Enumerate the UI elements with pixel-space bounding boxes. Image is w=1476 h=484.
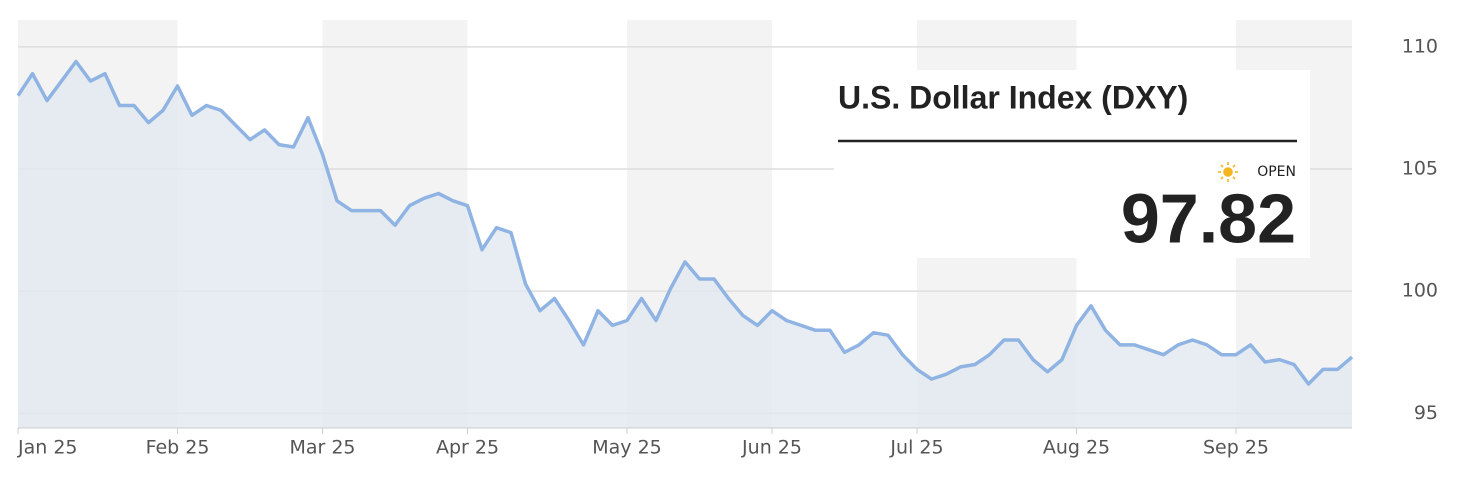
market-status: OPEN: [1257, 164, 1296, 180]
y-tick-label: 105: [1402, 158, 1438, 180]
info-box: U.S. Dollar Index (DXY) OPEN 97.82: [834, 70, 1310, 258]
y-tick-label: 100: [1402, 280, 1438, 302]
x-tick-label: May 25: [592, 437, 662, 459]
x-tick-label: Jul 25: [889, 437, 943, 459]
last-price: 97.82: [1121, 179, 1296, 257]
y-tick-label: 95: [1414, 402, 1438, 424]
x-tick-label: Apr 25: [436, 437, 499, 459]
chart-title: U.S. Dollar Index (DXY): [838, 79, 1188, 115]
x-tick-label: Feb 25: [146, 437, 210, 459]
line: [16, 59, 1354, 386]
y-tick-label: 110: [1402, 35, 1438, 57]
x-tick-label: Jun 25: [741, 437, 802, 459]
x-tick-label: Jan 25: [17, 437, 78, 459]
x-tick-label: Sep 25: [1203, 437, 1269, 459]
area: [18, 61, 1352, 428]
info-box-bg: [834, 70, 1310, 258]
x-tick-label: Aug 25: [1043, 437, 1110, 459]
x-tick-label: Mar 25: [289, 437, 355, 459]
plot: [16, 59, 1354, 429]
sun-icon: [1218, 162, 1238, 182]
